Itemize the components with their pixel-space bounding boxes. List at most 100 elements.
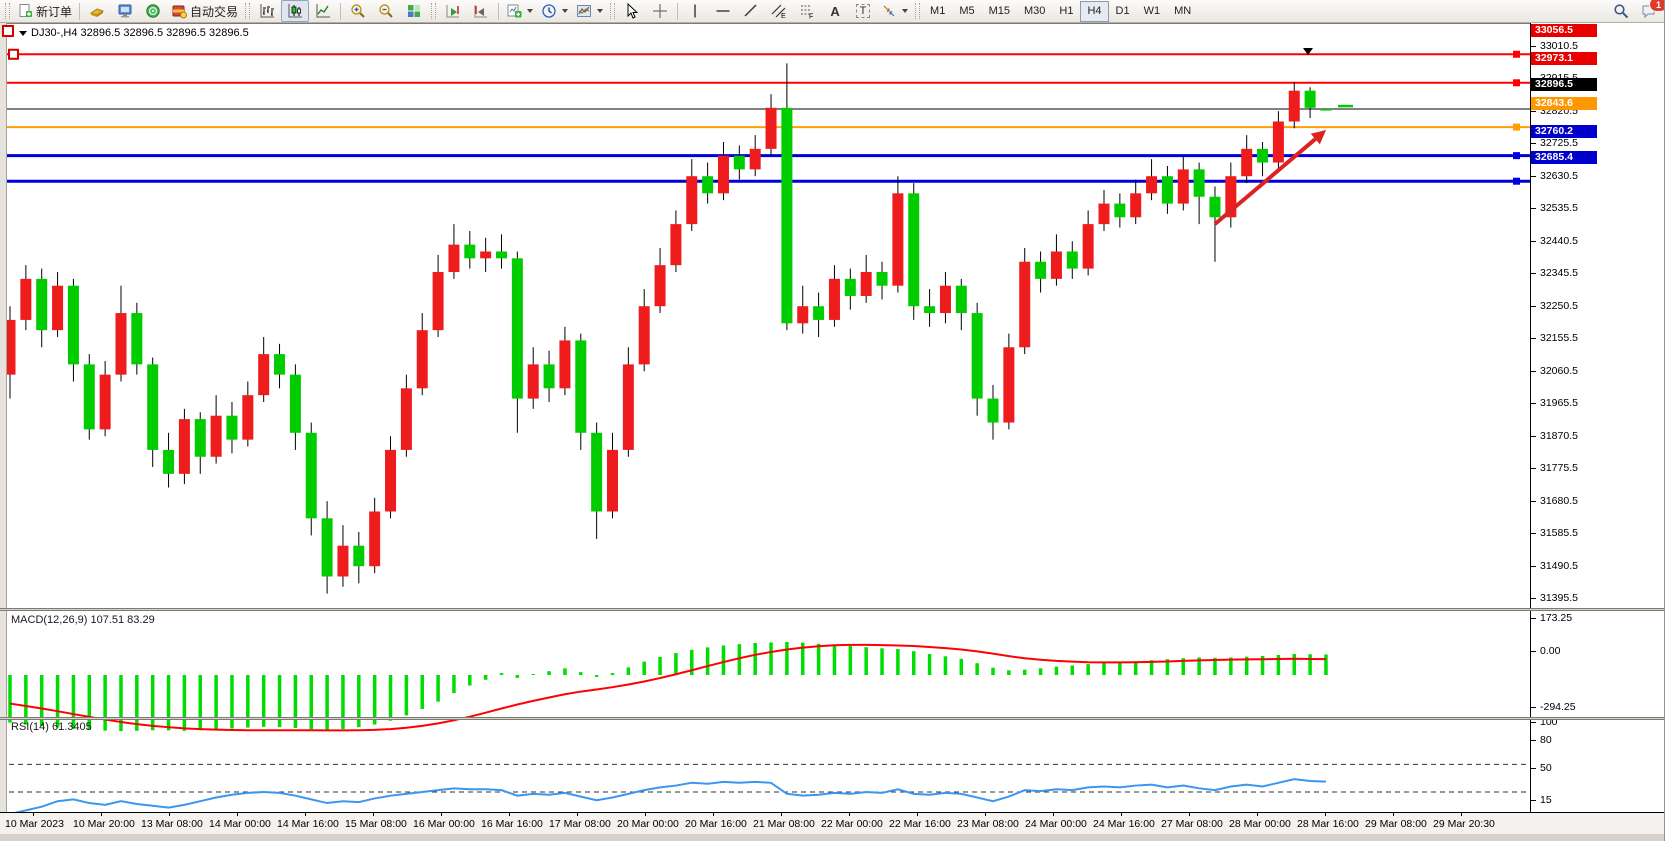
macd-histogram-bar (1133, 661, 1138, 675)
date-label: 20 Mar 00:00 (617, 818, 679, 830)
trend-arrow-line[interactable] (1213, 137, 1317, 226)
chart-shift-marker-icon[interactable] (1303, 48, 1313, 55)
rsi-line (9, 778, 1327, 816)
candle-body (781, 107, 793, 324)
strategy-tester-button[interactable] (139, 0, 167, 22)
macd-histogram-bar (594, 675, 599, 677)
toolbar-grip[interactable] (5, 3, 10, 19)
timeframe-button-h1[interactable]: H1 (1059, 5, 1074, 17)
price-badge: 32760.2 (1531, 125, 1597, 139)
price-axis-tick (1531, 175, 1536, 177)
candlestick-mode-button[interactable] (281, 0, 310, 22)
dropdown-caret-icon (562, 9, 569, 13)
line-chart-mode-button[interactable] (309, 0, 337, 22)
candle-body (242, 395, 254, 440)
macd-histogram-bar (515, 675, 520, 678)
candle-body (638, 306, 650, 365)
chart-shift-button[interactable] (467, 0, 495, 22)
candle-body (1146, 176, 1158, 194)
timeframe-button-h4[interactable]: H4 (1080, 0, 1109, 22)
autotrading-icon (172, 5, 188, 19)
toolbar-grip[interactable] (915, 3, 921, 19)
tile-windows-button[interactable] (400, 0, 428, 22)
timeframe-button-m1[interactable]: M1 (930, 5, 946, 17)
panel-splitter[interactable] (0, 717, 1664, 720)
date-axis-tick (1053, 813, 1054, 816)
line-chart-icon (316, 4, 331, 18)
candle-body (1272, 121, 1284, 163)
timeframe-button-m5[interactable]: M5 (959, 5, 975, 17)
notifications-button[interactable]: 1 (1635, 0, 1664, 22)
template-button[interactable] (572, 0, 607, 22)
macd-panel[interactable] (0, 635, 1530, 741)
macd-histogram-bar (896, 649, 900, 675)
dropdown-caret-icon (597, 9, 604, 13)
candle-body (1177, 169, 1189, 204)
candle-body (1225, 176, 1237, 218)
new-chart-button[interactable] (502, 0, 537, 22)
auto-scroll-button[interactable] (439, 0, 467, 22)
rsi-tick-label: 80 (1540, 734, 1552, 747)
bar-chart-mode-button[interactable] (253, 0, 281, 22)
candle-body (717, 155, 729, 194)
timeframe-button-mn[interactable]: MN (1174, 5, 1192, 17)
line-handle[interactable] (1513, 50, 1520, 58)
line-handle[interactable] (1513, 177, 1520, 185)
candle-body (733, 155, 745, 170)
timeframe-button-w1[interactable]: W1 (1143, 5, 1161, 17)
price-axis[interactable]: 33010.532915.532820.532725.532630.532535… (1530, 23, 1664, 812)
symbol-dropdown-icon[interactable] (19, 30, 27, 36)
main-price-panel[interactable] (0, 47, 1530, 632)
timeframe-button-m15[interactable]: M15 (988, 5, 1010, 17)
bar-chart-icon (260, 4, 275, 18)
one-click-trading-button[interactable] (2, 25, 14, 37)
zoom-out-button[interactable] (372, 0, 400, 22)
market-watch-button[interactable] (83, 0, 111, 22)
shapes-tool-button[interactable] (877, 0, 912, 22)
price-tick-label: 31775.5 (1540, 462, 1578, 475)
cursor-button[interactable] (618, 0, 646, 22)
toolbar-grip[interactable] (245, 3, 251, 19)
date-label: 27 Mar 08:00 (1161, 818, 1223, 830)
horizontal-line-tool-button[interactable] (709, 0, 737, 22)
channel-tool-button[interactable]: E (765, 0, 793, 22)
macd-histogram-bar (214, 675, 218, 730)
autotrading-button[interactable]: 自动交易 (167, 0, 242, 22)
candle-body (1082, 224, 1094, 269)
horizontal-line-icon (716, 10, 730, 12)
new-order-button[interactable]: 新订单 (13, 0, 76, 22)
label-tool-button[interactable]: T (849, 0, 877, 22)
search-button[interactable] (1607, 0, 1635, 22)
trend-arrow-head[interactable] (1310, 130, 1326, 145)
timeframe-button-d1[interactable]: D1 (1115, 5, 1130, 17)
line-handle[interactable] (8, 48, 19, 60)
line-handle[interactable] (1513, 123, 1520, 131)
timeframe-button-m30[interactable]: M30 (1024, 5, 1046, 17)
panel-splitter[interactable] (0, 608, 1664, 611)
macd-histogram-bar (1244, 656, 1249, 675)
terminal-button[interactable] (111, 0, 139, 22)
period-button[interactable] (537, 0, 572, 22)
text-tool-button[interactable]: A (821, 0, 849, 22)
trendline-tool-button[interactable] (737, 0, 765, 22)
toolbar-grip[interactable] (431, 3, 437, 19)
macd-histogram-bar (277, 675, 282, 728)
vertical-line-tool-button[interactable] (681, 0, 709, 22)
line-handle[interactable] (1513, 79, 1520, 87)
zoom-in-button[interactable] (344, 0, 372, 22)
toolbar-grip[interactable] (610, 3, 616, 19)
price-axis-tick (1531, 598, 1536, 600)
price-tick-label: 32060.5 (1540, 364, 1578, 377)
price-tick-label: 31395.5 (1540, 592, 1578, 605)
line-handle[interactable] (1513, 152, 1520, 160)
date-axis[interactable]: 10 Mar 2023 10 Mar 20:00 13 Mar 08:00 14 Ma… (0, 812, 1664, 834)
candle-body (432, 272, 444, 331)
candle-body (1050, 251, 1062, 279)
price-badge: 32843.6 (1531, 96, 1597, 110)
crosshair-button[interactable] (646, 0, 674, 22)
fibonacci-tool-button[interactable]: F (793, 0, 821, 22)
gold-block-icon (89, 8, 105, 17)
toolbar-separator (79, 2, 81, 20)
date-axis-tick (917, 813, 918, 816)
date-label: 16 Mar 00:00 (413, 818, 475, 830)
